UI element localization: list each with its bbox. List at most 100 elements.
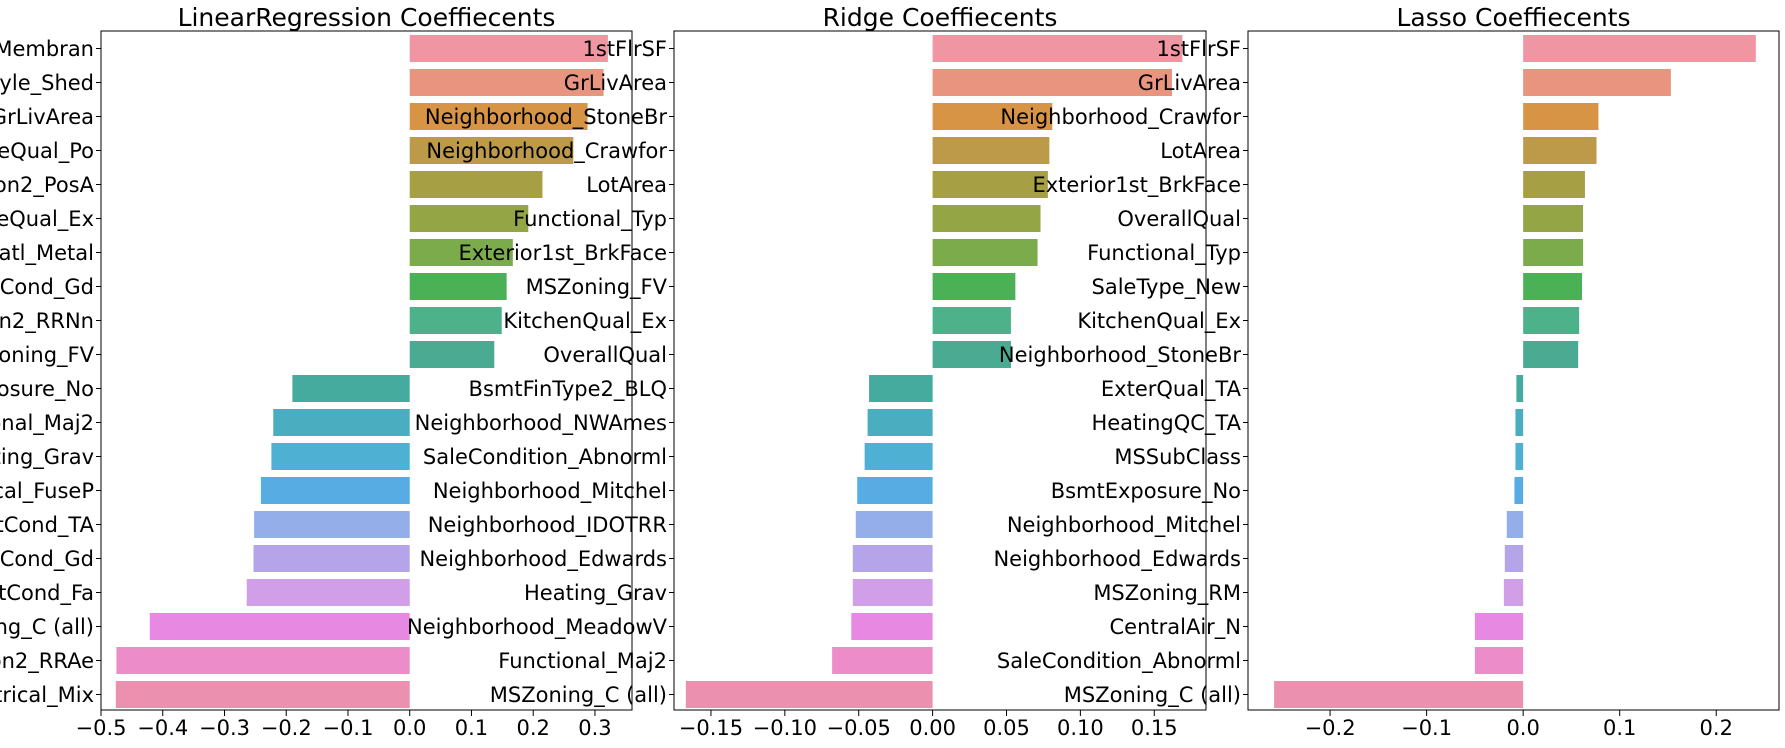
bar-condition2-rrnn (409, 307, 502, 334)
bar-mszoning-rm (1503, 579, 1524, 606)
category-label: RoofStyle_Shed (0, 71, 94, 96)
category-label: CentralAir_N (1109, 615, 1241, 640)
category-label: BsmtExposure_No (0, 377, 94, 402)
category-label: Condition2_RRNn (0, 309, 94, 334)
bar-grlivarea (409, 103, 588, 130)
x-tick-label: −0.10 (753, 716, 817, 740)
x-tick-label: −0.2 (1305, 716, 1356, 740)
category-label: Heating_Grav (0, 445, 94, 470)
bar-kitchenqual-ex (932, 307, 1011, 334)
category-label: Neighborhood_Crawfor (426, 139, 667, 164)
category-label: BsmtFinType2_BLQ (469, 377, 667, 402)
plot-frame (673, 30, 1207, 711)
bar-exterqual-ta (1516, 375, 1524, 402)
bar-functional-maj2 (273, 409, 410, 436)
category-label: GarageQual_Po (0, 139, 94, 164)
bar-roofmatl-metal (409, 239, 513, 266)
category-label: 1stFlrSF (1157, 37, 1242, 61)
category-label: GrLivArea (0, 105, 94, 129)
bar-heating-grav (271, 443, 410, 470)
bar-neighborhood-meadowv (851, 613, 933, 640)
bar-mszoning-fv (409, 341, 495, 368)
category-label: Electrical_FuseP (0, 479, 94, 504)
bar-bsmtexposure-no (292, 375, 410, 402)
category-label: MSZoning_C (all) (0, 615, 94, 640)
bar-neighborhood-crawfor (932, 137, 1050, 164)
chart-title: Ridge Coeffiecents (823, 3, 1058, 32)
chart-title: LinearRegression Coeffiecents (178, 3, 556, 32)
bar-saletype-new (1523, 273, 1583, 300)
x-tick-label: −0.05 (827, 716, 891, 740)
bar-overallqual (932, 341, 1011, 368)
bar-heatingqc-ta (1515, 409, 1524, 436)
bar-grlivarea (1523, 69, 1671, 96)
bar-garagequal-ex (409, 205, 529, 232)
bar-mszoning-c-all- (685, 681, 933, 708)
bar-condition2-rrae (116, 647, 410, 674)
bar-garagequal-po (409, 137, 574, 164)
bar-salecondition-abnorml (864, 443, 933, 470)
bar-neighborhood-stonebr (1523, 341, 1579, 368)
category-label: BsmtCond_TA (0, 513, 95, 538)
bar-neighborhood-crawfor (1523, 103, 1599, 130)
category-label: SaleType_New (1092, 275, 1242, 300)
x-tick-label: −0.3 (199, 716, 250, 740)
bar-mszoning-c-all- (1274, 681, 1524, 708)
x-tick-label: −0.5 (76, 716, 127, 740)
category-label: BsmtCond_Fa (0, 581, 94, 606)
bar-neighborhood-nwames (867, 409, 933, 436)
category-label: HeatingQC_TA (1091, 411, 1241, 436)
category-label: Functional_Typ (1087, 241, 1241, 266)
x-tick-label: −0.15 (679, 716, 743, 740)
category-label: Functional_Maj2 (0, 411, 94, 436)
bar-mssubclass (1515, 443, 1524, 470)
category-label: Neighborhood_IDOTRR (428, 513, 667, 538)
bar-1stflrsf (932, 35, 1183, 62)
bar-roofmatl-membran (409, 35, 608, 62)
category-label: BsmtExposure_No (1051, 479, 1241, 504)
bar-neighborhood-mitchel (1506, 511, 1524, 538)
bar-lotarea (932, 171, 1048, 198)
category-label: OverallQual (543, 343, 667, 367)
bar-condition2-posa (409, 171, 543, 198)
x-tick-label: 0.1 (1603, 716, 1636, 740)
x-tick-label: 0.3 (578, 716, 611, 740)
bar-roofstyle-shed (409, 69, 604, 96)
bar-bsmtexposure-no (1514, 477, 1524, 504)
bar-exterior1st-brkface (1523, 171, 1585, 198)
x-tick-label: −0.1 (1401, 716, 1452, 740)
chart-title: Lasso Coeffiecents (1396, 3, 1630, 32)
bar-salecondition-abnorml (1474, 647, 1524, 674)
bar-mszoning-c-all- (149, 613, 410, 640)
category-label: Condition2_PosA (0, 173, 95, 198)
category-label: GarageQual_Ex (0, 207, 94, 232)
x-tick-label: 0.2 (1700, 716, 1733, 740)
bar-electrical-fusep (260, 477, 410, 504)
bar-garagecond-gd (409, 273, 507, 300)
category-label: Condition2_RRAe (0, 649, 94, 674)
bar-exterior1st-brkface (932, 239, 1038, 266)
category-label: MSZoning_C (all) (490, 683, 667, 708)
bar-neighborhood-edwards (852, 545, 933, 572)
x-tick-label: 0.0 (393, 716, 426, 740)
category-label: SaleCondition_Abnorml (423, 445, 667, 470)
category-label: GarageCond_Gd (0, 275, 94, 300)
category-label: Electrical_Mix (0, 683, 94, 708)
category-label: Neighborhood_Crawfor (1000, 105, 1241, 130)
category-label: LotArea (1160, 139, 1241, 163)
category-label: Heating_Grav (524, 581, 667, 606)
category-label: OverallQual (1117, 207, 1241, 231)
bar-kitchenqual-ex (1523, 307, 1580, 334)
bar-functional-maj2 (832, 647, 933, 674)
category-label: Neighborhood_Mitchel (1007, 513, 1241, 538)
x-tick-label: −0.1 (322, 716, 373, 740)
x-tick-label: −0.4 (137, 716, 188, 740)
category-label: Functional_Typ (513, 207, 667, 232)
bar-bsmtfintype2-blq (869, 375, 933, 402)
category-label: Neighborhood_Mitchel (433, 479, 667, 504)
category-label: ExterQual_TA (1101, 377, 1242, 402)
category-label: KitchenQual_Ex (503, 309, 667, 334)
plot-frame (1247, 30, 1780, 711)
